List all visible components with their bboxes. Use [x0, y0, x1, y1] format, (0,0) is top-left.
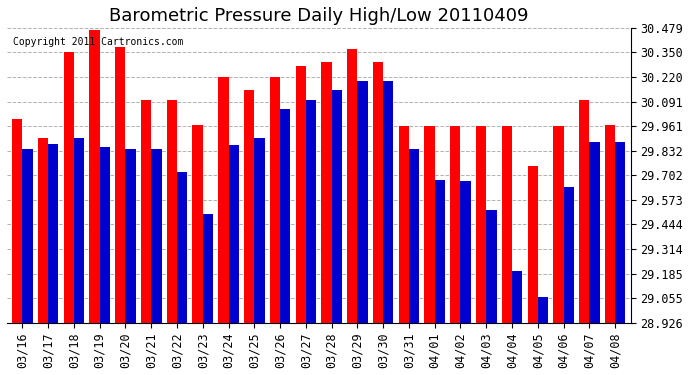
Bar [115, 46, 126, 323]
Bar [22, 149, 32, 323]
Bar [218, 77, 228, 323]
Title: Barometric Pressure Daily High/Low 20110409: Barometric Pressure Daily High/Low 20110… [109, 7, 529, 25]
Bar [228, 146, 239, 323]
Bar [435, 180, 445, 323]
Bar [244, 90, 255, 323]
Bar [12, 119, 22, 323]
Bar [589, 142, 600, 323]
Bar [48, 144, 59, 323]
Bar [538, 297, 548, 323]
Bar [332, 90, 342, 323]
Bar [615, 142, 625, 323]
Bar [280, 110, 290, 323]
Bar [424, 126, 435, 323]
Bar [486, 210, 497, 323]
Bar [579, 100, 589, 323]
Bar [373, 62, 383, 323]
Bar [63, 53, 74, 323]
Bar [177, 172, 188, 323]
Bar [295, 66, 306, 323]
Bar [203, 214, 213, 323]
Bar [322, 62, 332, 323]
Bar [255, 138, 265, 323]
Bar [553, 126, 564, 323]
Bar [90, 30, 100, 323]
Bar [193, 124, 203, 323]
Bar [605, 124, 615, 323]
Bar [126, 149, 136, 323]
Bar [74, 138, 84, 323]
Bar [450, 126, 460, 323]
Bar [383, 81, 393, 323]
Bar [399, 126, 409, 323]
Bar [409, 149, 420, 323]
Bar [564, 187, 574, 323]
Bar [476, 126, 486, 323]
Bar [38, 138, 48, 323]
Bar [347, 49, 357, 323]
Bar [151, 149, 161, 323]
Bar [306, 100, 316, 323]
Bar [100, 147, 110, 323]
Bar [357, 81, 368, 323]
Bar [460, 182, 471, 323]
Bar [141, 100, 151, 323]
Bar [167, 100, 177, 323]
Bar [502, 126, 512, 323]
Text: Copyright 2011 Cartronics.com: Copyright 2011 Cartronics.com [13, 37, 184, 47]
Bar [512, 271, 522, 323]
Bar [527, 166, 538, 323]
Bar [270, 77, 280, 323]
